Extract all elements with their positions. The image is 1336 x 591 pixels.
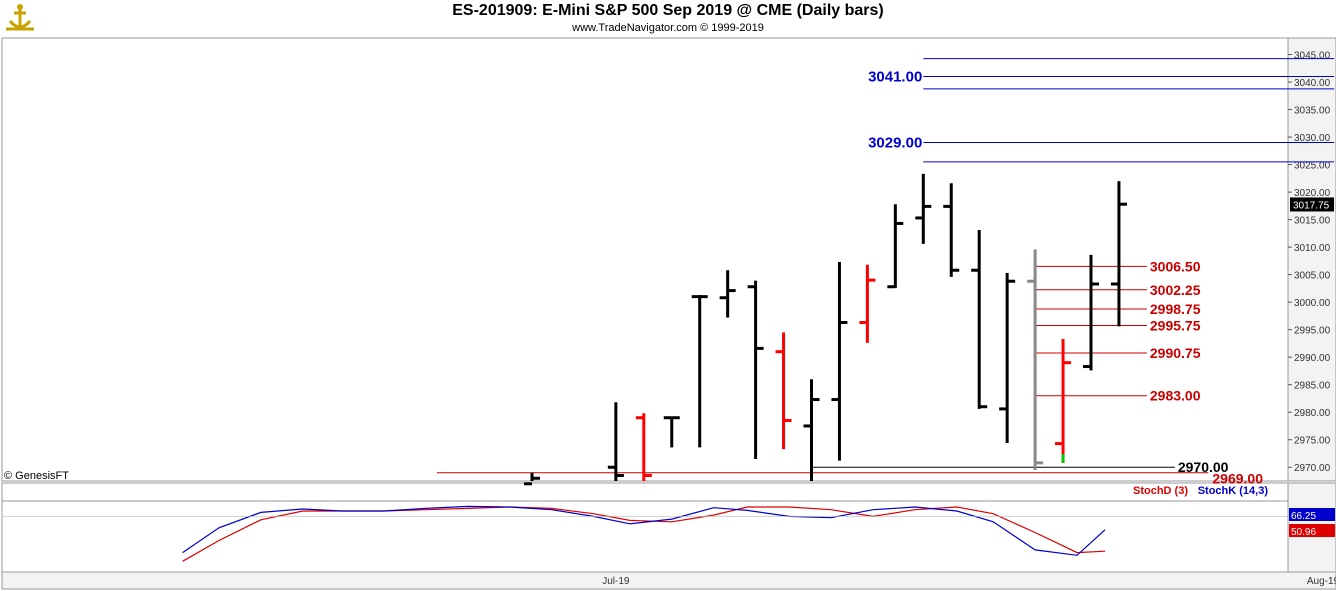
stoch-value-box (1289, 508, 1335, 521)
ohlc-bar (971, 230, 988, 409)
level-label: 2969.00 (1212, 471, 1263, 487)
ohlc-bar (1110, 181, 1127, 327)
level-label: 2995.75 (1150, 318, 1201, 334)
level-label: 3002.25 (1150, 282, 1201, 298)
level-label: 2990.75 (1150, 345, 1201, 361)
stoch-legend-label: StochD (3) (1133, 485, 1188, 497)
time-axis: Jul-19 Aug-19 (602, 576, 1336, 587)
x-tick-label: Aug-19 (1307, 576, 1336, 587)
y-tick-label: 2995.00 (1294, 326, 1331, 337)
y-tick-label: 3015.00 (1294, 216, 1331, 227)
ohlc-bar (747, 280, 764, 459)
stoch-legend-label: StochK (14,3) (1198, 485, 1269, 497)
ohlc-bar (775, 332, 792, 450)
ohlc-bar (859, 264, 876, 343)
ohlc-bar (691, 294, 708, 448)
chart-subtitle: www.TradeNavigator.com © 1999-2019 (572, 22, 764, 34)
time-axis-panel (1, 571, 1336, 590)
y-tick-label: 2980.00 (1294, 408, 1331, 419)
ohlc-bar (635, 413, 652, 481)
price-axis-panel (1287, 37, 1336, 482)
y-tick-label: 3020.00 (1294, 188, 1331, 199)
level-label: 3029.00 (868, 135, 922, 152)
y-tick-label: 3000.00 (1294, 298, 1331, 309)
y-tick-label: 2975.00 (1294, 436, 1331, 447)
last-price-label: 3017.75 (1293, 200, 1330, 211)
level-label: 3041.00 (868, 69, 922, 86)
chart-background (0, 36, 1336, 591)
ohlc-bar (915, 173, 932, 244)
chart-title: ES-201909: E-Mini S&P 500 Sep 2019 @ CME… (452, 2, 884, 19)
chart-header: ES-201909: E-Mini S&P 500 Sep 2019 @ CME… (0, 0, 1336, 36)
watermark: © GenesisFT (4, 470, 69, 482)
stochastic-panel: StochD (3) StochK (14,3) 66.25 50.96 (2, 485, 1335, 562)
y-tick-label: 3030.00 (1294, 133, 1331, 144)
ohlc-bar (999, 272, 1016, 444)
ohlc-bar (607, 402, 624, 481)
y-tick-label: 3045.00 (1294, 51, 1331, 62)
ohlc-bar (887, 204, 904, 289)
chart-frame (0, 36, 1336, 591)
y-tick-label: 2985.00 (1294, 381, 1331, 392)
last-price-box (1290, 197, 1334, 212)
ohlc-bar (831, 261, 848, 461)
stoch-value-label: 50.96 (1291, 527, 1316, 538)
ohlc-bar (1027, 249, 1044, 470)
level-label: 3006.50 (1150, 258, 1201, 274)
y-tick-label: 3010.00 (1294, 243, 1331, 254)
ohlc-bar (803, 379, 820, 481)
ohlc-bar (1055, 339, 1072, 463)
price-levels: 3044.253041.003038.753029.003025.503006.… (436, 58, 1335, 487)
stoch-value-label: 66.25 (1291, 511, 1316, 522)
level-label: 2998.75 (1150, 301, 1201, 317)
price-axis: 2970.00 2975.00 2980.00 2985.00 2990.00 2995.… (1288, 51, 1334, 474)
stoch-legend-bar (1, 482, 1289, 502)
y-tick-label: 3005.00 (1294, 271, 1331, 282)
y-tick-label: 3040.00 (1294, 78, 1331, 89)
level-label: 2983.00 (1150, 388, 1201, 404)
stoch-value-box (1289, 524, 1335, 537)
ohlc-bar (663, 416, 680, 448)
ohlc-bar (943, 183, 960, 277)
ohlc-bar (719, 270, 736, 318)
y-tick-label: 2970.00 (1294, 463, 1331, 474)
y-tick-label: 3025.00 (1294, 161, 1331, 172)
x-tick-label: Jul-19 (602, 576, 630, 587)
y-tick-label: 3035.00 (1294, 106, 1331, 117)
price-bars (524, 173, 1127, 486)
anchor-logo-icon (4, 3, 36, 33)
stoch-line (182, 505, 1106, 556)
ohlc-bar (524, 472, 540, 486)
y-tick-label: 2990.00 (1294, 353, 1331, 364)
ohlc-bar (1083, 254, 1099, 371)
level-label: 2970.00 (1178, 459, 1229, 475)
